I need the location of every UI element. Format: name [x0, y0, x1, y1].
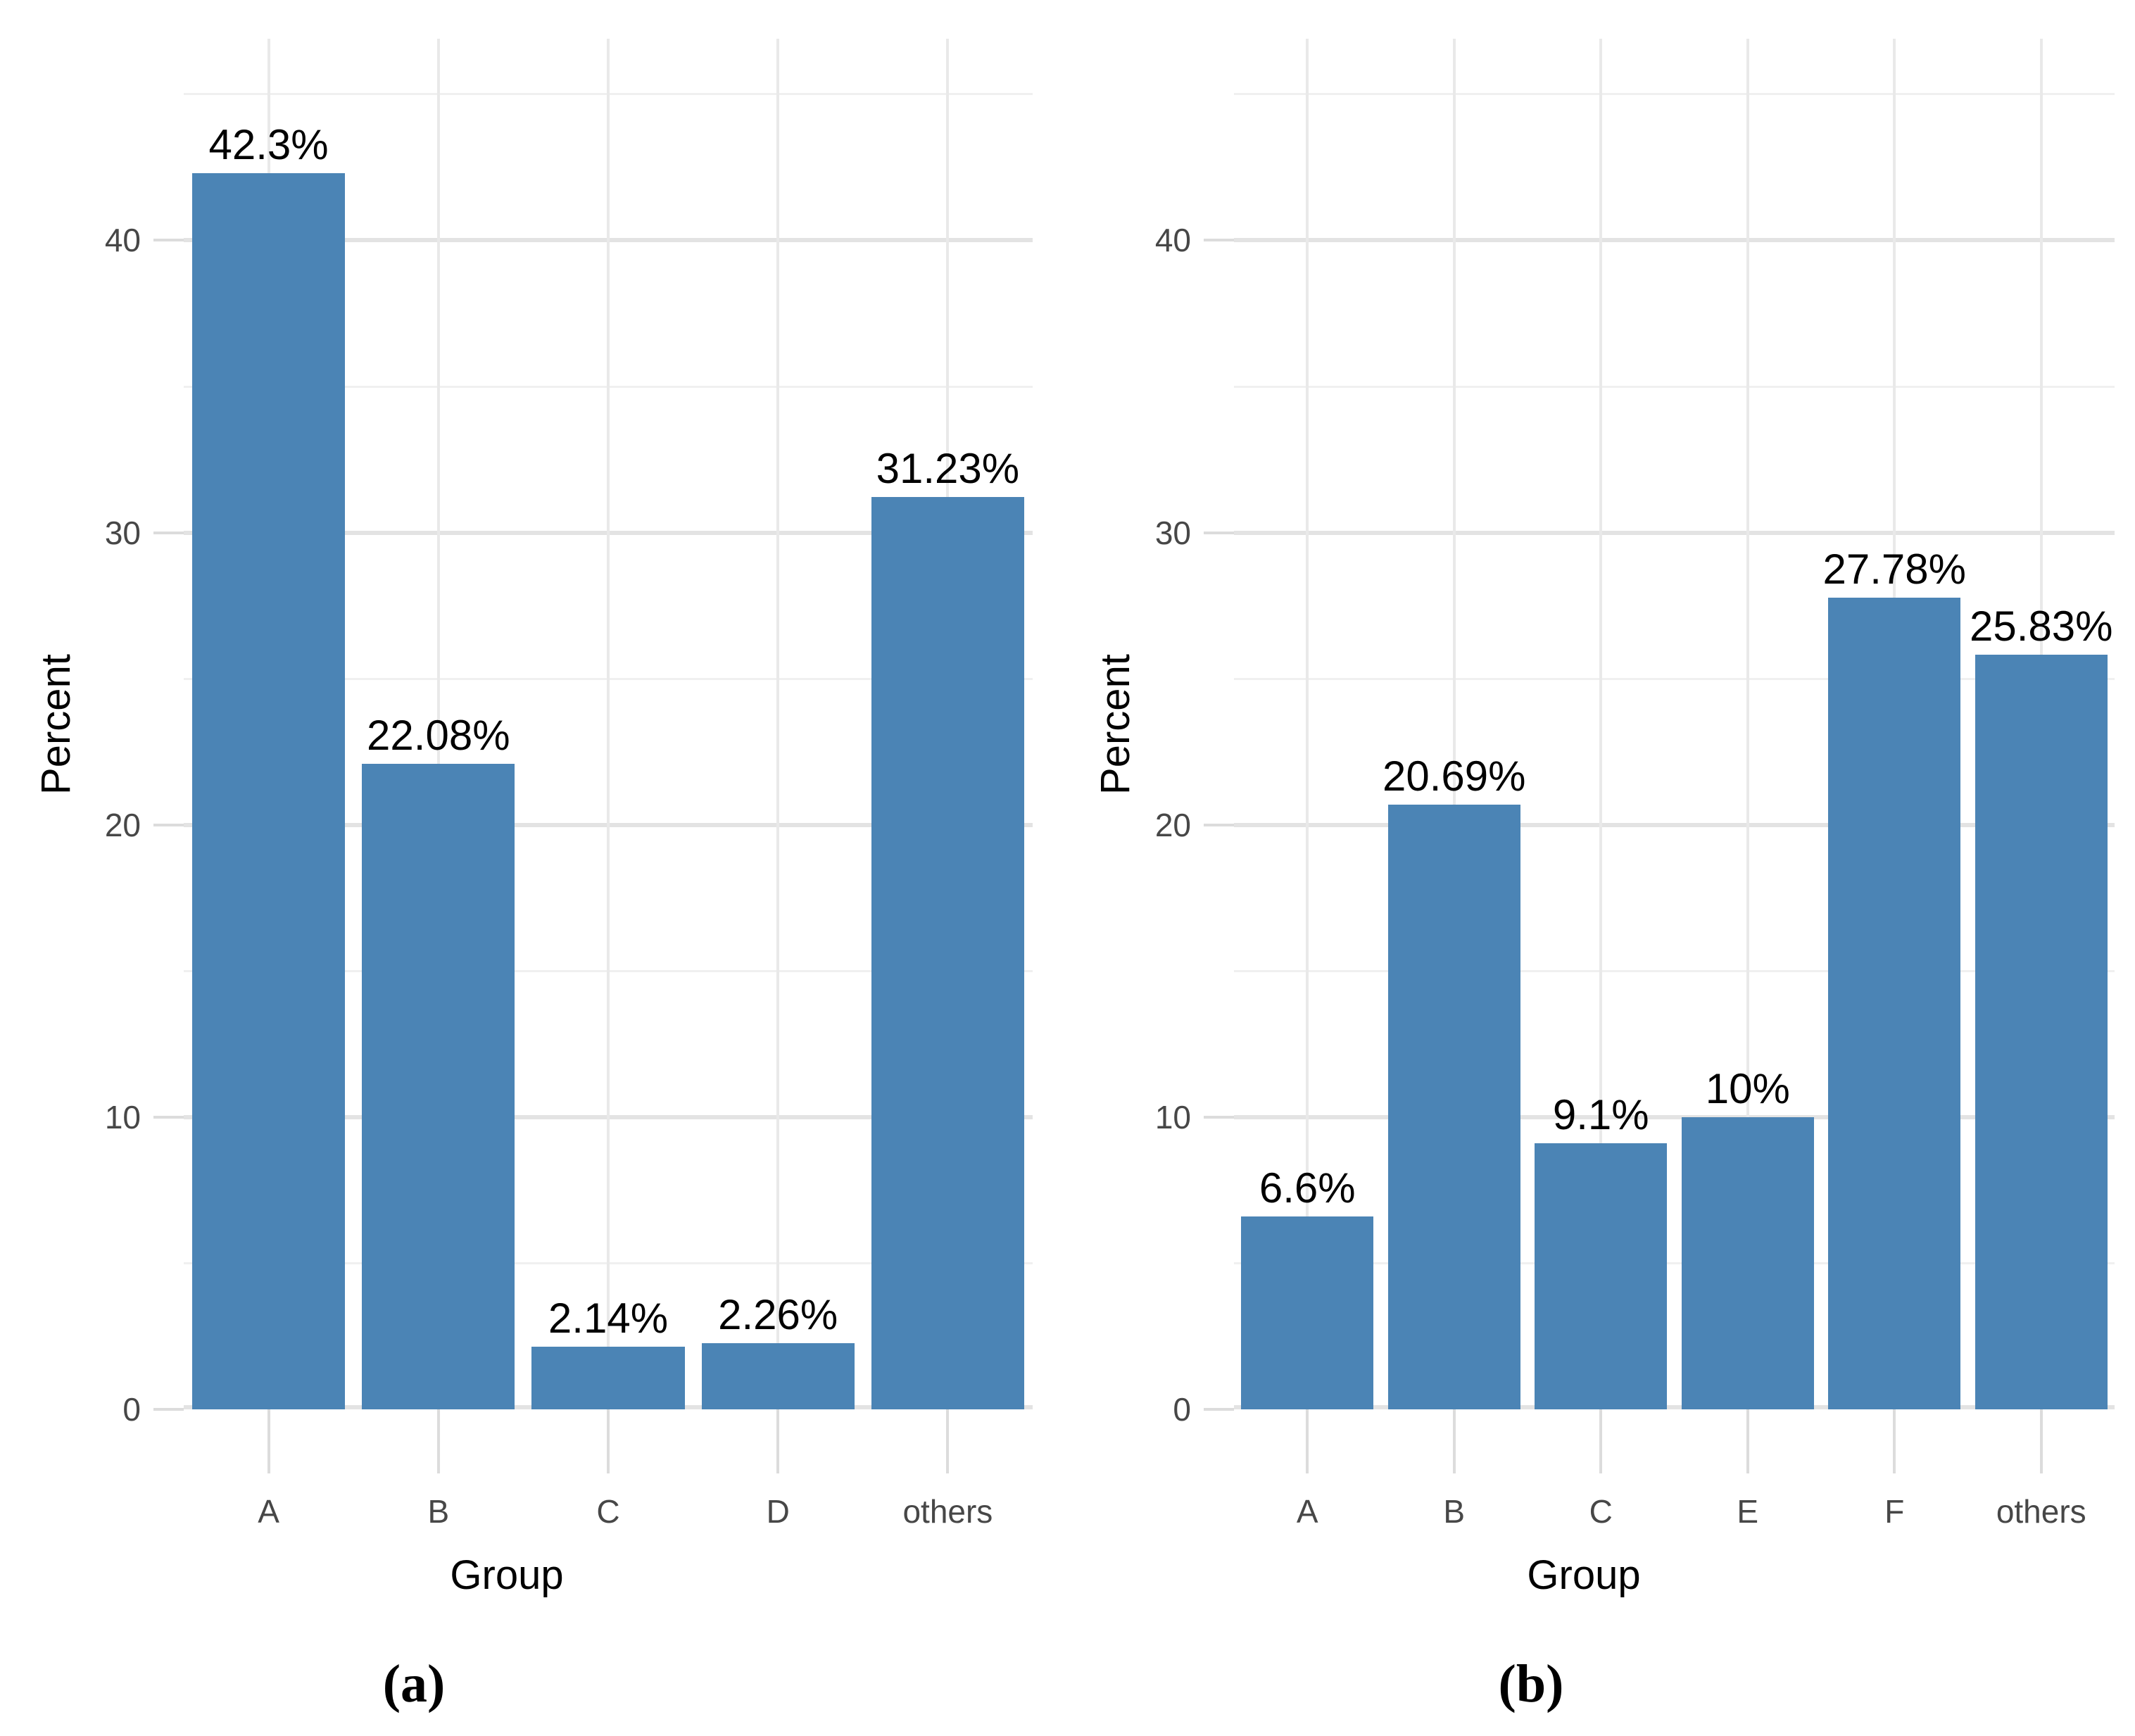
gridline-major [1234, 1114, 2115, 1119]
x-tick-label: D [766, 1493, 790, 1530]
bar-value-label: 2.26% [718, 1291, 838, 1339]
y-axis-tick [1204, 1408, 1234, 1411]
x-axis-tick [1893, 1409, 1896, 1473]
bar-B [362, 764, 515, 1409]
bar-value-label: 10% [1705, 1064, 1790, 1112]
y-axis-tick [1204, 1115, 1234, 1119]
gridline-vertical [1746, 39, 1749, 1409]
y-axis-tick [153, 531, 184, 534]
gridline-vertical [436, 39, 440, 1409]
x-tick-label: C [596, 1493, 620, 1530]
bar-value-label: 6.6% [1259, 1164, 1356, 1212]
bar-C [531, 1347, 685, 1409]
gridline-vertical [607, 39, 610, 1409]
x-tick-label: B [427, 1493, 450, 1530]
x-axis-tick [1452, 1409, 1456, 1473]
x-tick-label: others [902, 1493, 993, 1530]
bar-others [1975, 654, 2108, 1409]
x-axis-tick [1746, 1409, 1749, 1473]
bar-value-label: 9.1% [1552, 1091, 1649, 1139]
x-tick-label: A [1296, 1493, 1318, 1530]
y-axis-tick [1204, 531, 1234, 534]
x-axis-tick [607, 1409, 610, 1473]
x-axis-title: Group [450, 1552, 564, 1598]
bar-D [701, 1343, 855, 1409]
x-tick-label: others [1996, 1493, 2086, 1530]
bar-F [1828, 597, 1961, 1409]
x-tick-label: A [258, 1493, 279, 1530]
y-tick-label: 30 [1154, 514, 1191, 551]
bar-value-label: 27.78% [1822, 545, 1967, 593]
gridline-major [1234, 1405, 2115, 1409]
x-axis-tick [946, 1409, 950, 1473]
bar-B [1387, 805, 1520, 1409]
bar-value-label: 20.69% [1383, 753, 1526, 800]
y-axis-tick [1204, 239, 1234, 242]
bar-A [1241, 1216, 1374, 1409]
gridline-vertical [1452, 39, 1456, 1409]
x-axis-tick [436, 1409, 440, 1473]
gridline-major [1234, 822, 2115, 827]
y-tick-label: 30 [104, 514, 141, 551]
x-axis-tick [1599, 1409, 1603, 1473]
gridline-vertical [1306, 39, 1309, 1409]
bar-others [871, 496, 1024, 1409]
y-axis-tick [153, 239, 184, 242]
y-axis-tick [153, 1115, 184, 1119]
x-tick-label: C [1589, 1493, 1613, 1530]
panel-caption: (a) [382, 1654, 446, 1713]
y-tick-label: 0 [1173, 1391, 1191, 1428]
bar-value-label: 22.08% [367, 712, 510, 760]
y-tick-label: 20 [1154, 806, 1191, 843]
gridline-minor [1234, 385, 2115, 388]
y-axis-title: Percent [33, 653, 79, 795]
x-tick-label: B [1443, 1493, 1466, 1530]
gridline-minor [1234, 1262, 2115, 1264]
gridline-major [1234, 530, 2115, 535]
y-axis-tick [153, 823, 184, 826]
x-tick-label: E [1737, 1493, 1759, 1530]
y-axis-tick [1204, 823, 1234, 826]
y-axis-title: Percent [1092, 653, 1138, 795]
y-tick-label: 40 [1154, 222, 1191, 259]
gridline-vertical [1599, 39, 1603, 1409]
bar-value-label: 25.83% [1970, 602, 2113, 650]
plot-panel: 42.3% 22.08% 2.14% 2.26% 31.23% [184, 39, 1033, 1409]
y-axis-tick [153, 1408, 184, 1411]
bar-value-label: 42.3% [208, 120, 329, 168]
y-tick-label: 10 [104, 1098, 141, 1136]
gridline-minor [1234, 969, 2115, 972]
x-axis-title: Group [1527, 1552, 1641, 1598]
panel-caption: (b) [1498, 1654, 1564, 1713]
x-axis-tick [267, 1409, 270, 1473]
bar-A [192, 172, 346, 1409]
x-tick-label: F [1884, 1493, 1905, 1530]
plot-panel: 6.6% 20.69% 9.1% 10% 27.78% 25.83% [1234, 39, 2115, 1409]
y-tick-label: 10 [1154, 1098, 1191, 1136]
y-tick-label: 20 [104, 806, 141, 843]
x-axis-tick [2039, 1409, 2043, 1473]
bar-E [1681, 1117, 1814, 1409]
x-axis-tick [1306, 1409, 1309, 1473]
gridline-major [1234, 238, 2115, 243]
gridline-minor [1234, 677, 2115, 680]
x-axis-tick [776, 1409, 780, 1473]
bar-C [1535, 1143, 1668, 1409]
bar-value-label: 31.23% [876, 444, 1020, 492]
gridline-vertical [776, 39, 780, 1409]
y-tick-label: 40 [104, 222, 141, 259]
y-tick-label: 0 [122, 1391, 141, 1428]
gridline-minor [1234, 93, 2115, 96]
bar-value-label: 2.14% [548, 1295, 669, 1342]
